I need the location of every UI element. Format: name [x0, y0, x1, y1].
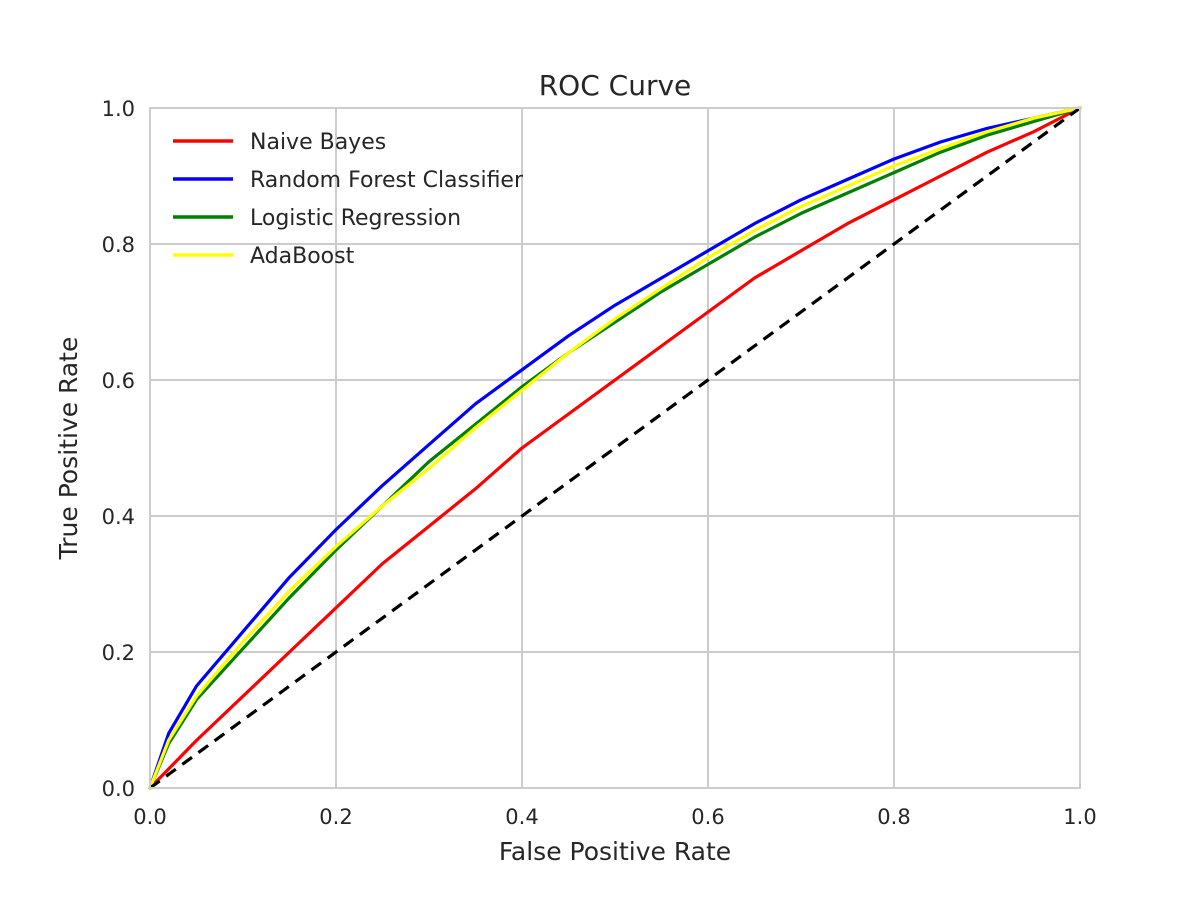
x-tick-label: 0.6 [691, 805, 724, 829]
x-tick-label: 0.4 [505, 805, 538, 829]
y-tick-label: 0.8 [102, 233, 135, 257]
diagonal-roc-line [149, 106, 1081, 790]
legend-label-random-forest-classifier: Random Forest Classifier [250, 168, 524, 193]
legend-label-logistic-regression: Logistic Regression [250, 206, 461, 231]
y-tick-label: 0.2 [102, 641, 135, 665]
x-tick-label: 0.0 [133, 805, 166, 829]
lines-layer [148, 106, 1082, 790]
y-axis-label: True Positive Rate [54, 337, 83, 561]
adaboost-roc-line [148, 106, 1082, 790]
legend-label-naive-bayes: Naive Bayes [250, 130, 386, 155]
x-tick-label: 0.2 [319, 805, 352, 829]
x-axis-label: False Positive Rate [499, 837, 731, 866]
y-tick-label: 0.6 [102, 369, 135, 393]
naive-bayes-roc-line [148, 106, 1082, 790]
ticks-layer: 0.0 0.2 0.4 0.6 0.8 1.0 0.0 0.2 0.4 0.6 0.8 1.0 [102, 97, 1097, 829]
legend-label-adaboost: AdaBoost [250, 244, 355, 269]
y-tick-label: 1.0 [102, 97, 135, 121]
y-tick-label: 0.0 [102, 777, 135, 801]
legend: Naive Bayes Random Forest Classifier Logis… [173, 130, 524, 269]
plot-frame [149, 107, 1081, 789]
y-tick-label: 0.4 [102, 505, 135, 529]
x-tick-label: 1.0 [1063, 805, 1096, 829]
x-tick-label: 0.8 [877, 805, 910, 829]
chart-title: ROC Curve [539, 69, 692, 102]
random-forest-classifier-roc-line [148, 106, 1082, 790]
